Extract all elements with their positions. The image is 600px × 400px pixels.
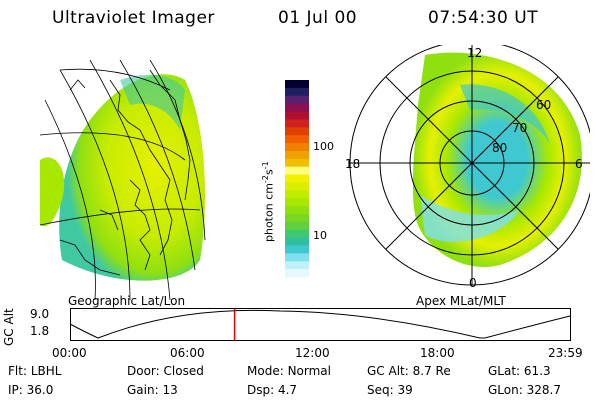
altitude-ylabel: GC Alt (2, 308, 16, 346)
altitude-ytick-1.8: 1.8 (30, 324, 50, 338)
colorbar-cell (285, 135, 309, 144)
instrument-title: Ultraviolet Imager (52, 8, 215, 28)
colorbar-cell (285, 237, 309, 246)
mlt-label-0: 0 (469, 276, 477, 290)
colorbar-cell (285, 245, 309, 254)
info-flt: Flt: LBHL (8, 364, 62, 378)
colorbar-cell (285, 198, 309, 207)
colorbar-cell (285, 95, 309, 105)
colorbar-tick-100: 100 (313, 140, 334, 153)
info-dsp: Dsp: 4.7 (247, 383, 298, 397)
colorbar-cell (285, 166, 309, 176)
colorbar-cell (285, 80, 309, 89)
mlt-label-6: 6 (575, 157, 583, 171)
colorbar-cell (285, 253, 309, 262)
mlt-label-12: 12 (467, 46, 483, 60)
colorbar-unit: photon cm-2s-1 (261, 161, 276, 242)
colorbar-cell (285, 206, 309, 215)
colorbar-cell (285, 143, 309, 152)
mlt-label-18: 18 (345, 157, 361, 171)
altitude-xtick-0000: 00:00 (52, 346, 87, 360)
colorbar-cell (285, 229, 309, 239)
geo-panel-label: Geographic Lat/Lon (68, 294, 186, 308)
altitude-xtick-1200: 12:00 (295, 346, 330, 360)
colorbar-cell (285, 127, 309, 136)
colorbar-cell (285, 213, 309, 223)
mlat-label-70: 70 (512, 121, 528, 135)
colorbar-cell (285, 150, 309, 160)
info-seq: Seq: 39 (367, 383, 413, 397)
colorbar-cell (285, 111, 309, 120)
altitude-plot (70, 308, 571, 341)
info-gain: Gain: 13 (127, 383, 178, 397)
date-label: 01 Jul 00 (278, 8, 358, 28)
colorbar-cell (285, 158, 309, 168)
geographic-image (40, 60, 206, 300)
altitude-xtick-1800: 18:00 (420, 346, 455, 360)
colorbar-cell (285, 119, 309, 128)
info-glat: GLat: 61.3 (488, 364, 551, 378)
info-gc-alt: GC Alt: 8.7 Re (367, 364, 451, 378)
info-glon: GLon: 328.7 (488, 383, 561, 397)
colorbar-cell (285, 190, 309, 199)
info-mode: Mode: Normal (247, 364, 331, 378)
colorbar-tick-10: 10 (313, 229, 327, 242)
altitude-ytick-9: 9.0 (30, 307, 50, 321)
time-label: 07:54:30 UT (428, 8, 539, 28)
info-ip: IP: 36.0 (8, 383, 54, 397)
altitude-xtick-0600: 06:00 (170, 346, 205, 360)
colorbar-cell (285, 103, 309, 113)
info-door: Door: Closed (127, 364, 204, 378)
mlat-label-60: 60 (536, 98, 552, 112)
colorbar-cell (285, 269, 309, 278)
polar-panel-label: Apex MLat/MLT (416, 294, 506, 308)
colorbar-cell (285, 182, 309, 191)
mlat-label-80: 80 (492, 141, 508, 155)
colorbar-cell (285, 261, 309, 270)
colorbar-cell (285, 174, 309, 183)
polar-image (349, 45, 590, 286)
altitude-xtick-2359: 23:59 (548, 346, 583, 360)
colorbar-cell (285, 87, 309, 97)
colorbar-cell (285, 221, 309, 231)
colorbar (285, 80, 309, 278)
